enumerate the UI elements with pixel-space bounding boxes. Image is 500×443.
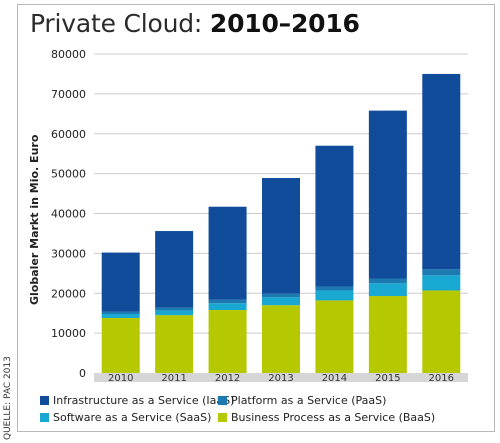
bar-segment [208,206,247,300]
y-tick-label: 0 [79,367,86,380]
bar-segment [208,309,247,373]
legend-label: Software as a Service (SaaS) [53,411,212,424]
bar-segment [101,317,140,373]
legend-swatch [218,396,227,405]
y-tick-label: 40000 [51,208,86,221]
bar-segment [368,296,407,373]
legend-item: Business Process as a Service (BaaS) [218,411,435,424]
x-tick-label: 2011 [161,373,186,384]
bar-segment [422,275,461,291]
y-tick-label: 70000 [51,88,86,101]
bar-segment [101,252,140,312]
bar-segment [262,178,300,294]
bar-segment [155,307,194,311]
bar-segment [368,283,407,297]
bar-segment [315,286,354,291]
bar-segment [262,305,300,373]
legend-swatch [218,413,227,422]
bar-segment [101,313,140,318]
legend-item: Platform as a Service (PaaS) [218,394,386,407]
bar-segment [208,299,247,304]
bar-segment [315,290,354,301]
bar-segment [101,311,140,314]
x-tick-label: 2012 [215,373,240,384]
chart-title: Private Cloud: 2010–2016 [30,9,360,38]
legend-label: Business Process as a Service (BaaS) [231,411,436,424]
bar-segment [155,315,194,373]
bar-segment [315,145,354,287]
bar-segment [422,73,461,270]
bar-segment [208,303,247,310]
y-tick-label: 10000 [51,327,86,340]
x-tick-label: 2014 [322,373,347,384]
y-tick-label: 60000 [51,128,86,141]
chart-frame [17,4,495,432]
legend-label: Platform as a Service (PaaS) [231,394,387,407]
x-tick-label: 2016 [429,373,454,384]
y-tick-label: 30000 [51,247,86,260]
x-axis-band [94,373,468,382]
legend-label: Infrastructure as a Service (IaaS) [53,394,235,407]
bar-segment [262,293,300,298]
legend-swatch [40,413,49,422]
bar-segment [155,310,194,316]
chart-title-years: 2010–2016 [209,9,360,38]
y-tick-label: 50000 [51,168,86,181]
bar-segment [368,110,407,279]
legend-item: Software as a Service (SaaS) [40,411,211,424]
x-tick-label: 2013 [268,373,293,384]
legend-item: Infrastructure as a Service (IaaS) [40,394,234,407]
bar-segment [155,231,194,308]
x-tick-label: 2015 [375,373,400,384]
y-tick-label: 20000 [51,287,86,300]
bar-segment [262,297,300,306]
bar-segment [422,269,461,276]
chart-title-text: Private Cloud: [30,9,203,38]
bar-segment [315,300,354,373]
x-tick-label: 2010 [108,373,133,384]
bar-segment [368,278,407,284]
bar-segment [422,290,461,373]
y-tick-label: 80000 [51,48,86,61]
legend-swatch [40,396,49,405]
